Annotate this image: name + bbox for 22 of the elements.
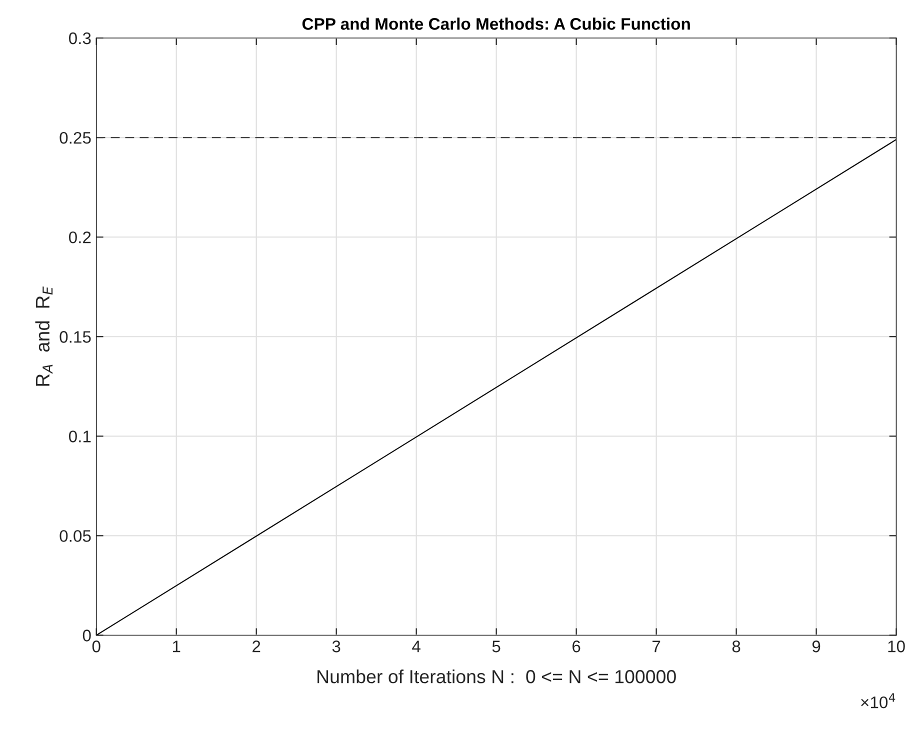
x-tick-label: 10 xyxy=(888,640,905,652)
x-tick-label: 3 xyxy=(332,640,340,652)
chart-title: CPP and Monte Carlo Methods: A Cubic Function xyxy=(302,18,690,30)
y-tick-label: 0.3 xyxy=(68,32,91,44)
x-axis-title: Number of Iterations N : 0 <= N <= 100000 xyxy=(318,670,676,684)
x-tick-label: 4 xyxy=(412,640,420,652)
y-tick-label: 0.1 xyxy=(68,430,91,442)
text: ×10$^{4}$ xyxy=(861,693,896,708)
y-axis-title: R$_{A}$ and R$_{E}$ xyxy=(35,286,53,386)
y-tick-label: 0 xyxy=(82,630,91,642)
x-tick-label: 5 xyxy=(492,640,500,652)
x-tick-label: 6 xyxy=(572,640,580,652)
x-tick-label: 1 xyxy=(172,640,180,652)
x-tick-label: 7 xyxy=(652,640,660,652)
y-tick-label: 0.25 xyxy=(60,132,91,144)
x-tick-label: 9 xyxy=(812,640,820,652)
x-tick-label: 8 xyxy=(732,640,740,652)
x-tick-label: 2 xyxy=(252,640,260,652)
y-tick-label: 0.05 xyxy=(60,530,91,542)
y-tick-label: 0.2 xyxy=(68,231,91,244)
y-tick-label: 0.15 xyxy=(60,331,91,343)
x-tick-label: 0 xyxy=(92,640,100,652)
